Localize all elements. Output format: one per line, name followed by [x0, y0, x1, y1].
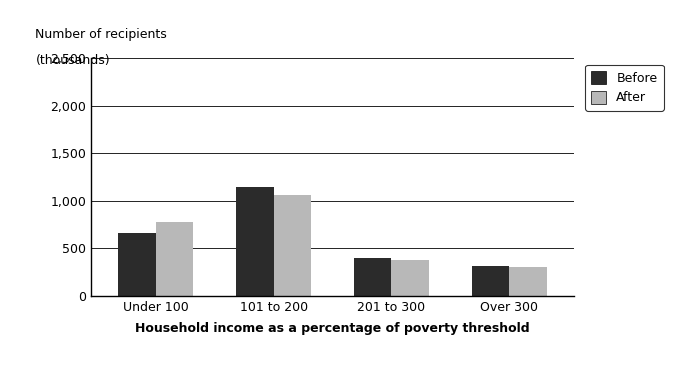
Bar — [118, 233, 156, 296]
Legend: Before, After: Before, After — [585, 65, 664, 111]
Bar — [391, 260, 429, 296]
Bar — [236, 187, 274, 296]
Bar — [274, 195, 312, 296]
X-axis label: Household income as a percentage of poverty threshold: Household income as a percentage of pove… — [135, 322, 530, 335]
Text: (thousands): (thousands) — [36, 54, 110, 67]
Bar — [156, 222, 193, 296]
Bar — [354, 258, 391, 296]
Bar — [472, 266, 509, 296]
Text: Number of recipients: Number of recipients — [36, 28, 167, 41]
Bar — [509, 267, 547, 296]
